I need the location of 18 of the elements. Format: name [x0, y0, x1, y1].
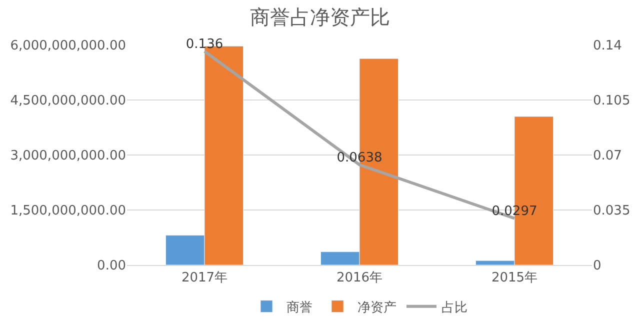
x-tick-label: 2015年: [491, 270, 538, 286]
legend-label: 占比: [442, 300, 468, 316]
data-label: 0.136: [186, 37, 224, 52]
y2-tick-label: 0.035: [593, 204, 630, 219]
chart-title: 商誉占净资产比: [250, 4, 390, 29]
legend-label: 商誉: [286, 300, 312, 316]
x-tick-label: 2016年: [336, 270, 383, 286]
y-tick-label: 6,000,000,000.00: [10, 38, 126, 54]
x-tick-label: 2017年: [181, 270, 228, 286]
y-tick-label: 0.00: [97, 258, 126, 274]
y-tick-label: 1,500,000,000.00: [10, 204, 126, 219]
y2-tick-label: 0: [593, 258, 602, 274]
y2-tick-label: 0.14: [593, 38, 622, 54]
y2-tick-label: 0.105: [593, 94, 630, 109]
legend-label: 净资产: [358, 300, 396, 316]
y-tick-label: 3,000,000,000.00: [10, 148, 126, 164]
y2-tick-label: 0.07: [593, 148, 622, 164]
y-tick-label: 4,500,000,000.00: [10, 94, 126, 109]
